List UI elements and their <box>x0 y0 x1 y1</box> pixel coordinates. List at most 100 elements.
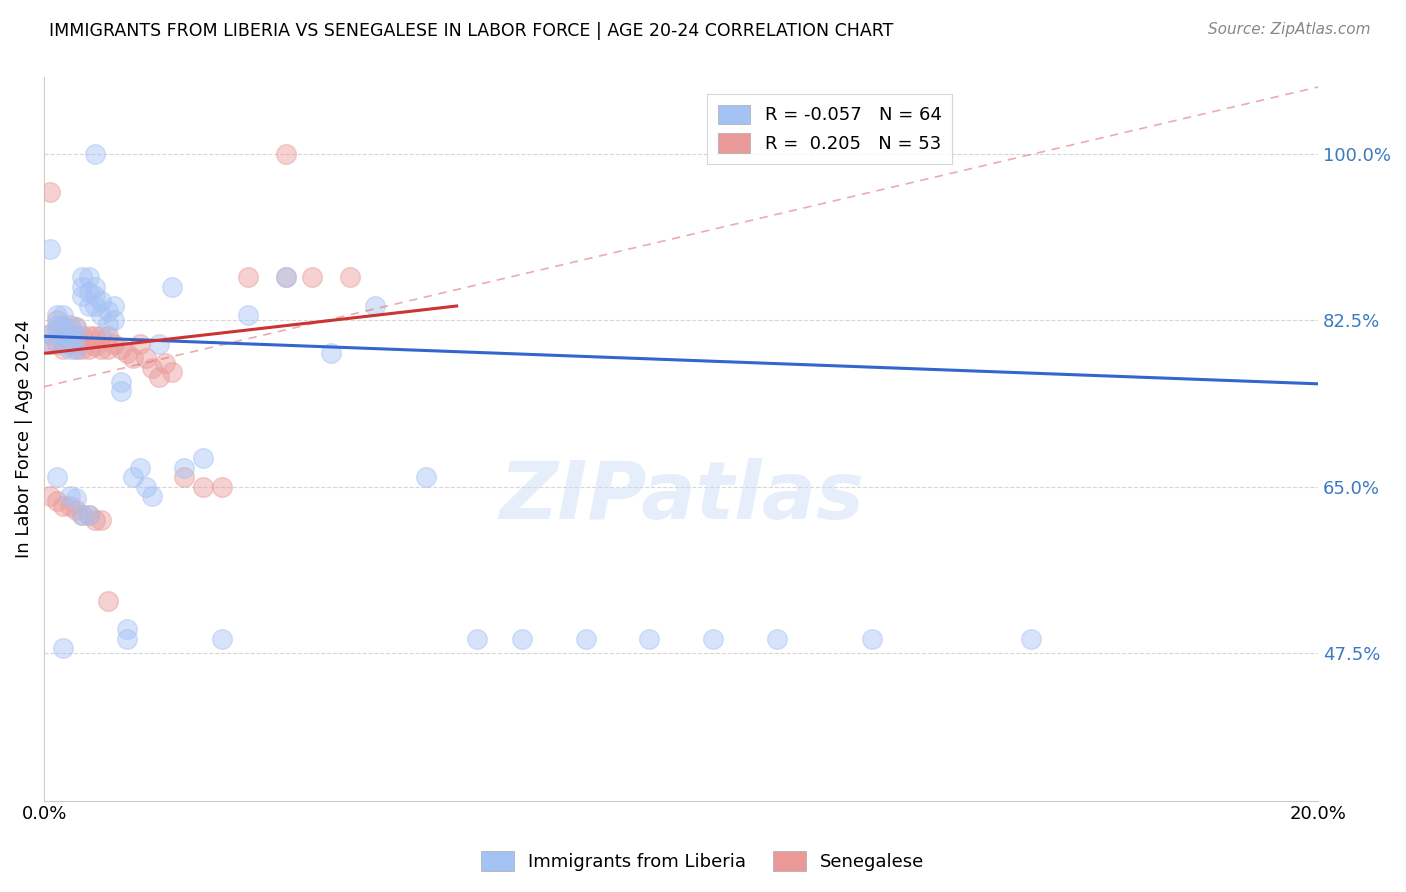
Point <box>52 499 75 513</box>
Point <box>45 470 67 484</box>
Point <box>45 309 67 323</box>
Point <box>141 489 163 503</box>
Point <box>122 351 145 366</box>
Point <box>276 270 298 285</box>
Point <box>52 309 75 323</box>
Point <box>173 460 195 475</box>
Point <box>160 366 183 380</box>
Point <box>173 470 195 484</box>
Point <box>58 318 80 332</box>
Point <box>148 370 170 384</box>
Point <box>52 641 75 656</box>
Point <box>84 339 107 353</box>
Point <box>72 270 94 285</box>
Point <box>160 280 183 294</box>
Point <box>115 623 138 637</box>
Point <box>110 384 132 399</box>
Point <box>45 318 67 332</box>
Point <box>39 327 62 342</box>
Point <box>765 632 787 646</box>
Point <box>65 342 87 356</box>
Point <box>58 332 80 346</box>
Point <box>39 337 62 351</box>
Point <box>72 280 94 294</box>
Point <box>236 309 259 323</box>
Point <box>39 242 62 256</box>
Point <box>301 270 323 285</box>
Point <box>90 309 112 323</box>
Point <box>97 318 120 332</box>
Point <box>319 346 342 360</box>
Point <box>90 329 112 343</box>
Point <box>58 327 80 342</box>
Point <box>103 313 125 327</box>
Point <box>236 270 259 285</box>
Point <box>39 337 62 351</box>
Point <box>110 375 132 389</box>
Point <box>638 632 661 646</box>
Point <box>52 319 75 334</box>
Point <box>211 632 233 646</box>
Point <box>52 327 75 342</box>
Text: IMMIGRANTS FROM LIBERIA VS SENEGALESE IN LABOR FORCE | AGE 20-24 CORRELATION CHA: IMMIGRANTS FROM LIBERIA VS SENEGALESE IN… <box>49 22 894 40</box>
Point <box>193 480 215 494</box>
Point <box>84 329 107 343</box>
Point <box>103 299 125 313</box>
Point <box>128 460 150 475</box>
Point <box>415 470 437 484</box>
Point <box>45 313 67 327</box>
Point <box>84 280 107 294</box>
Point <box>339 270 361 285</box>
Point <box>97 329 120 343</box>
Point <box>77 508 100 523</box>
Point <box>52 337 75 351</box>
Point <box>77 508 100 523</box>
Point <box>72 508 94 523</box>
Point <box>39 489 62 503</box>
Point <box>135 351 157 366</box>
Point <box>90 342 112 356</box>
Point <box>77 342 100 356</box>
Point <box>77 270 100 285</box>
Point <box>65 342 87 356</box>
Point <box>77 285 100 299</box>
Point <box>52 329 75 343</box>
Point <box>65 329 87 343</box>
Point <box>211 480 233 494</box>
Point <box>90 294 112 309</box>
Point <box>110 342 132 356</box>
Point <box>148 337 170 351</box>
Point <box>97 342 120 356</box>
Point <box>97 303 120 318</box>
Point <box>52 318 75 332</box>
Point <box>84 299 107 313</box>
Point <box>276 270 298 285</box>
Point <box>58 337 80 351</box>
Point <box>77 299 100 313</box>
Point <box>84 146 107 161</box>
Point <box>510 632 533 646</box>
Point <box>84 289 107 303</box>
Point <box>141 360 163 375</box>
Point <box>1021 632 1043 646</box>
Point <box>72 508 94 523</box>
Point <box>153 356 176 370</box>
Point <box>72 289 94 303</box>
Point <box>45 323 67 337</box>
Point <box>115 346 138 360</box>
Point <box>58 499 80 513</box>
Point <box>65 503 87 517</box>
Point <box>65 319 87 334</box>
Point <box>702 632 724 646</box>
Point <box>72 329 94 343</box>
Legend: R = -0.057   N = 64, R =  0.205   N = 53: R = -0.057 N = 64, R = 0.205 N = 53 <box>707 94 952 164</box>
Point <box>45 323 67 337</box>
Point <box>97 594 120 608</box>
Point <box>52 342 75 356</box>
Point <box>58 342 80 356</box>
Point <box>364 299 387 313</box>
Point <box>45 494 67 508</box>
Point <box>135 480 157 494</box>
Point <box>77 329 100 343</box>
Point <box>65 491 87 505</box>
